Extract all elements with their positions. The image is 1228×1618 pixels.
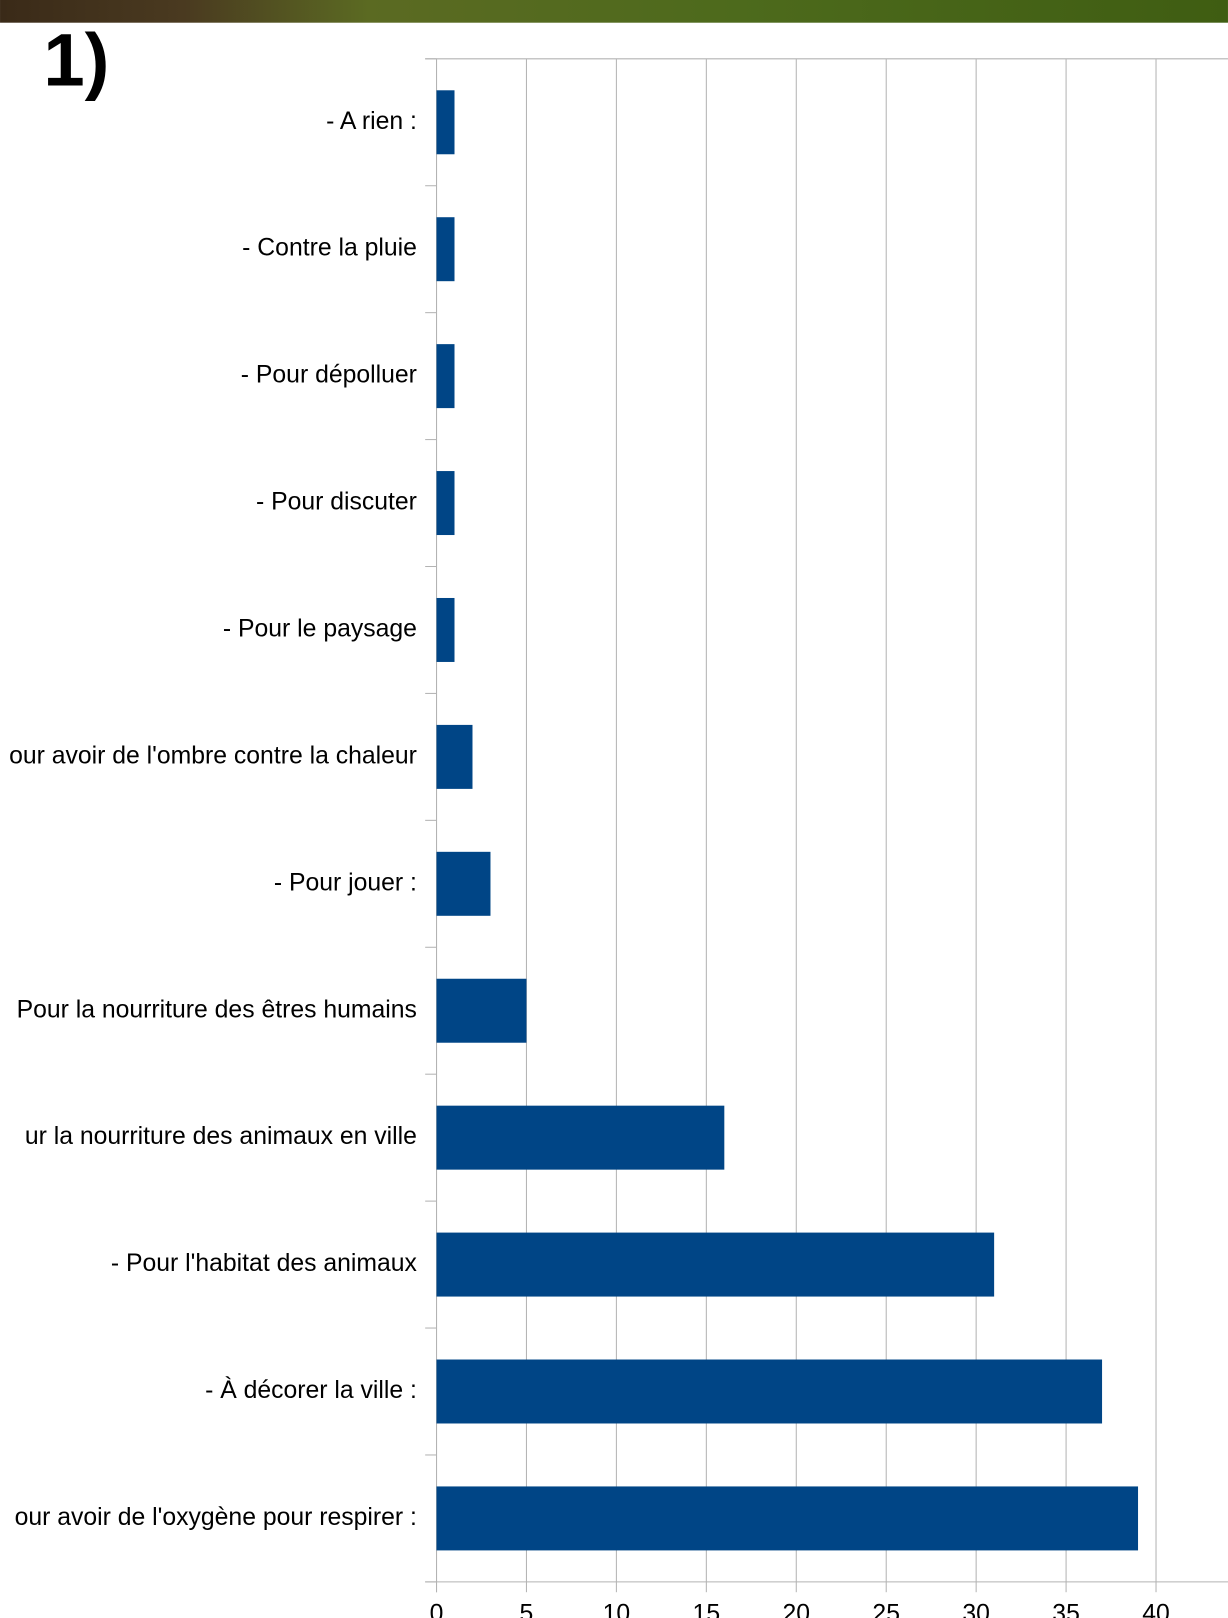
y-tick-label: - Pour discuter	[256, 489, 417, 516]
x-tick-label: 0	[430, 1600, 444, 1618]
y-tick-label: - À décorer la ville :	[205, 1377, 417, 1404]
bar	[436, 344, 455, 409]
x-tick-label: 40	[1142, 1600, 1170, 1618]
y-tick-label: - Pour dépolluer	[241, 362, 417, 389]
bar	[436, 1359, 1103, 1424]
y-tick-label: our avoir de l'ombre contre la chaleur	[9, 742, 417, 769]
bar	[436, 851, 491, 916]
x-tick-label: 35	[1052, 1600, 1080, 1618]
y-tick-label: ur la nourriture des animaux en ville	[25, 1123, 417, 1150]
bar	[436, 471, 455, 536]
x-tick-label: 10	[603, 1600, 631, 1618]
x-tick-label: 20	[783, 1600, 811, 1618]
bar	[436, 1105, 725, 1170]
y-tick-label: - Pour jouer :	[274, 869, 417, 896]
y-tick-label: Pour la nourriture des êtres humains	[17, 996, 417, 1023]
y-tick-label: - Pour le paysage	[223, 616, 417, 643]
y-tick-label: - Contre la pluie	[242, 235, 417, 262]
x-tick-label: 30	[962, 1600, 990, 1618]
bar	[436, 90, 455, 155]
y-tick-label: - Pour l'habitat des animaux	[111, 1250, 418, 1277]
bar	[436, 217, 455, 282]
bar	[436, 597, 455, 662]
chart-title: 1)	[43, 19, 109, 102]
bar	[436, 724, 473, 789]
y-tick-label: - A rien :	[326, 108, 417, 135]
banner	[0, 0, 1228, 23]
bar	[436, 978, 527, 1043]
bar	[436, 1486, 1139, 1551]
x-tick-label: 25	[872, 1600, 900, 1618]
x-tick-label: 15	[693, 1600, 721, 1618]
y-tick-label: our avoir de l'oxygène pour respirer :	[15, 1504, 417, 1531]
bar	[436, 1232, 995, 1297]
x-tick-label: 5	[520, 1600, 534, 1618]
